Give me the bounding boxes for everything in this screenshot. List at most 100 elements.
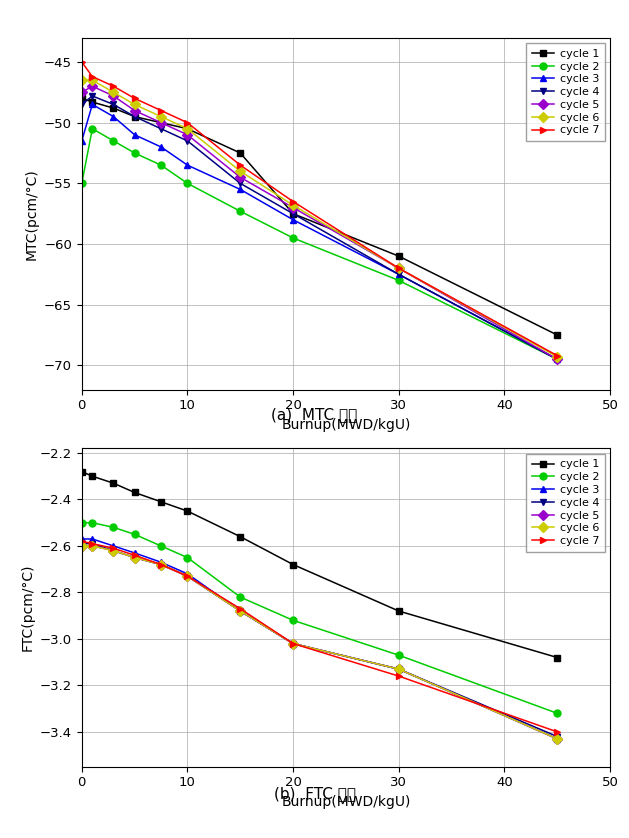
X-axis label: Burnup(MWD/kgU): Burnup(MWD/kgU) bbox=[281, 418, 411, 432]
cycle 6 bbox=[184, 572, 191, 582]
Line: cycle 3: cycle 3 bbox=[78, 101, 561, 363]
cycle 2 bbox=[554, 708, 561, 718]
cycle 2 bbox=[131, 148, 138, 158]
cycle 1 bbox=[78, 93, 86, 103]
cycle 5 bbox=[184, 572, 191, 582]
cycle 5 bbox=[109, 546, 117, 556]
cycle 4 bbox=[184, 136, 191, 146]
cycle 3 bbox=[184, 160, 191, 170]
cycle 2 bbox=[157, 541, 165, 551]
cycle 6 bbox=[157, 560, 165, 570]
cycle 4 bbox=[289, 209, 297, 219]
cycle 3 bbox=[157, 557, 165, 567]
cycle 7 bbox=[184, 117, 191, 127]
cycle 4 bbox=[78, 539, 86, 549]
cycle 5 bbox=[554, 734, 561, 744]
cycle 7 bbox=[89, 539, 96, 549]
cycle 4 bbox=[89, 539, 96, 549]
cycle 6 bbox=[395, 263, 403, 273]
cycle 2 bbox=[78, 518, 86, 528]
Y-axis label: MTC(pcm/°C): MTC(pcm/°C) bbox=[25, 168, 38, 260]
cycle 4 bbox=[554, 354, 561, 365]
cycle 2 bbox=[554, 354, 561, 365]
cycle 7 bbox=[395, 263, 403, 273]
cycle 3 bbox=[131, 130, 138, 140]
cycle 7 bbox=[157, 106, 165, 116]
cycle 3 bbox=[78, 534, 86, 544]
cycle 2 bbox=[157, 160, 165, 170]
cycle 4 bbox=[89, 91, 96, 101]
cycle 6 bbox=[184, 124, 191, 134]
cycle 2 bbox=[395, 276, 403, 286]
Text: (b)  FTC 변화: (b) FTC 변화 bbox=[274, 786, 355, 801]
cycle 1 bbox=[78, 467, 86, 477]
Line: cycle 7: cycle 7 bbox=[78, 59, 561, 360]
Line: cycle 5: cycle 5 bbox=[78, 542, 561, 742]
cycle 6 bbox=[157, 111, 165, 122]
cycle 7 bbox=[109, 81, 117, 91]
cycle 5 bbox=[131, 552, 138, 562]
cycle 2 bbox=[237, 592, 244, 603]
cycle 6 bbox=[131, 552, 138, 562]
cycle 7 bbox=[78, 57, 86, 67]
Line: cycle 5: cycle 5 bbox=[78, 83, 561, 363]
cycle 4 bbox=[237, 606, 244, 616]
cycle 1 bbox=[89, 97, 96, 107]
cycle 2 bbox=[131, 530, 138, 540]
cycle 4 bbox=[131, 111, 138, 122]
Line: cycle 3: cycle 3 bbox=[78, 535, 561, 742]
cycle 3 bbox=[395, 269, 403, 279]
cycle 4 bbox=[395, 269, 403, 279]
cycle 2 bbox=[89, 518, 96, 528]
cycle 4 bbox=[395, 665, 403, 675]
cycle 7 bbox=[237, 160, 244, 170]
cycle 3 bbox=[89, 100, 96, 110]
cycle 1 bbox=[289, 560, 297, 570]
Line: cycle 2: cycle 2 bbox=[78, 125, 561, 363]
cycle 5 bbox=[89, 81, 96, 91]
cycle 7 bbox=[554, 727, 561, 737]
cycle 6 bbox=[237, 606, 244, 616]
cycle 2 bbox=[109, 522, 117, 532]
cycle 5 bbox=[184, 130, 191, 140]
cycle 5 bbox=[237, 606, 244, 616]
cycle 3 bbox=[157, 142, 165, 152]
Line: cycle 4: cycle 4 bbox=[78, 541, 561, 740]
Line: cycle 1: cycle 1 bbox=[78, 468, 561, 661]
cycle 4 bbox=[109, 100, 117, 110]
cycle 7 bbox=[184, 572, 191, 582]
cycle 5 bbox=[78, 87, 86, 97]
cycle 7 bbox=[157, 560, 165, 570]
Line: cycle 7: cycle 7 bbox=[78, 538, 561, 736]
cycle 6 bbox=[554, 352, 561, 362]
Legend: cycle 1, cycle 2, cycle 3, cycle 4, cycle 5, cycle 6, cycle 7: cycle 1, cycle 2, cycle 3, cycle 4, cycl… bbox=[526, 454, 604, 551]
cycle 6 bbox=[109, 87, 117, 97]
cycle 1 bbox=[395, 251, 403, 261]
cycle 2 bbox=[289, 233, 297, 243]
Line: cycle 2: cycle 2 bbox=[78, 520, 561, 716]
cycle 3 bbox=[89, 534, 96, 544]
cycle 1 bbox=[131, 488, 138, 498]
cycle 3 bbox=[554, 734, 561, 744]
cycle 5 bbox=[395, 263, 403, 273]
cycle 6 bbox=[289, 639, 297, 649]
cycle 3 bbox=[237, 184, 244, 194]
Legend: cycle 1, cycle 2, cycle 3, cycle 4, cycle 5, cycle 6, cycle 7: cycle 1, cycle 2, cycle 3, cycle 4, cycl… bbox=[526, 44, 604, 141]
cycle 3 bbox=[109, 111, 117, 122]
cycle 7 bbox=[131, 93, 138, 103]
cycle 2 bbox=[289, 615, 297, 625]
cycle 3 bbox=[289, 215, 297, 225]
cycle 5 bbox=[395, 665, 403, 675]
cycle 6 bbox=[89, 541, 96, 551]
cycle 7 bbox=[109, 543, 117, 553]
cycle 3 bbox=[289, 639, 297, 649]
cycle 5 bbox=[289, 639, 297, 649]
cycle 1 bbox=[554, 330, 561, 340]
cycle 3 bbox=[237, 606, 244, 616]
Line: cycle 4: cycle 4 bbox=[78, 92, 561, 363]
cycle 5 bbox=[157, 560, 165, 570]
cycle 1 bbox=[184, 506, 191, 516]
X-axis label: Burnup(MWD/kgU): Burnup(MWD/kgU) bbox=[281, 795, 411, 809]
cycle 7 bbox=[395, 671, 403, 681]
cycle 1 bbox=[237, 531, 244, 541]
